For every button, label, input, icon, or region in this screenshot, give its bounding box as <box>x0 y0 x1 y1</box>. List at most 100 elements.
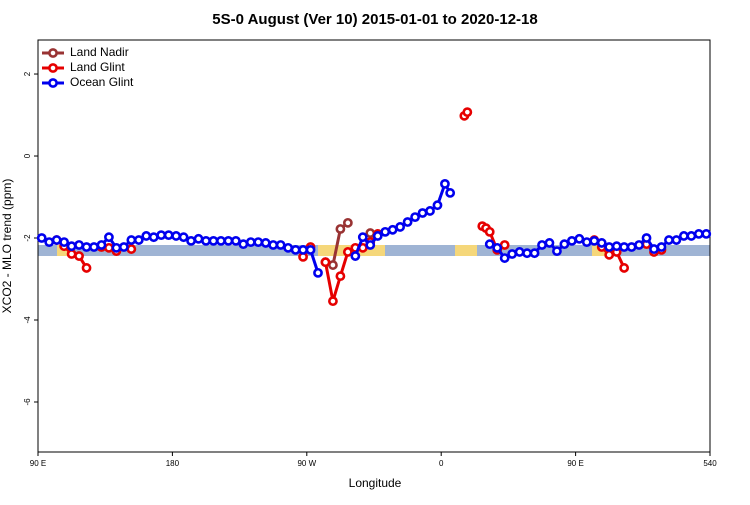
x-tick-label: 90 E <box>567 459 583 468</box>
point <box>499 253 510 263</box>
point <box>626 242 637 252</box>
legend-marker <box>48 48 58 58</box>
point <box>574 233 585 244</box>
point <box>305 244 316 255</box>
y-tick-label: 2 <box>23 71 32 76</box>
point <box>36 233 47 243</box>
point <box>163 230 174 241</box>
point <box>649 244 659 254</box>
point <box>223 235 234 246</box>
point <box>410 212 420 222</box>
point <box>118 242 129 252</box>
point <box>372 231 383 241</box>
point <box>193 233 204 244</box>
point <box>619 263 630 273</box>
point <box>335 271 346 282</box>
point <box>581 237 592 248</box>
legend-label: Ocean Glint <box>70 75 134 89</box>
point <box>111 242 122 253</box>
x-tick-label: 90 W <box>297 459 316 468</box>
point <box>320 257 331 268</box>
point <box>425 206 435 216</box>
point <box>126 235 137 245</box>
point <box>619 242 630 252</box>
point <box>66 241 77 252</box>
y-axis-label: XCO2 - MLO trend (ppm) <box>0 179 14 314</box>
point <box>238 239 249 250</box>
point <box>387 224 398 235</box>
y-tick-label: -6 <box>23 398 32 406</box>
point <box>522 248 532 259</box>
legend-label: Land Nadir <box>70 45 129 59</box>
point <box>641 233 652 243</box>
point <box>604 242 615 252</box>
point <box>544 238 555 248</box>
point <box>186 235 196 246</box>
point <box>417 208 428 218</box>
point <box>596 238 607 248</box>
point <box>462 107 473 118</box>
point <box>81 242 92 252</box>
point <box>201 235 211 246</box>
point <box>380 226 391 237</box>
point <box>104 242 114 253</box>
point <box>260 238 271 248</box>
point <box>492 242 503 253</box>
point <box>357 232 368 243</box>
point <box>313 267 323 278</box>
point <box>559 239 570 250</box>
point <box>484 226 495 237</box>
point <box>283 242 294 253</box>
point <box>342 217 353 228</box>
point <box>432 200 443 211</box>
series-line <box>41 180 707 274</box>
legend-label: Land Glint <box>70 60 125 74</box>
point <box>59 237 70 248</box>
point <box>499 240 510 250</box>
point <box>671 235 682 245</box>
point <box>335 224 346 234</box>
point <box>529 248 540 259</box>
plot-frame <box>37 39 711 453</box>
x-tick-label: 180 <box>166 459 180 468</box>
point <box>141 231 152 241</box>
series-line <box>55 111 662 302</box>
point <box>664 235 674 245</box>
point <box>402 217 413 227</box>
point <box>395 222 406 232</box>
point <box>290 244 301 255</box>
point <box>178 232 189 243</box>
point <box>230 235 241 246</box>
point <box>104 232 114 243</box>
point <box>156 230 167 241</box>
point <box>484 239 495 250</box>
point <box>216 235 226 246</box>
y-tick-label: -4 <box>23 316 32 324</box>
point <box>634 240 644 250</box>
point <box>253 237 264 248</box>
x-tick-label: 0 <box>439 459 444 468</box>
point <box>51 235 62 245</box>
point <box>126 244 137 254</box>
point <box>328 296 338 307</box>
point <box>365 228 376 238</box>
point <box>589 235 600 246</box>
point <box>171 231 182 241</box>
point <box>514 247 525 257</box>
point <box>66 249 77 259</box>
point <box>445 188 456 198</box>
point <box>89 242 99 252</box>
point <box>552 246 562 257</box>
point <box>148 232 159 243</box>
x-tick-label: 540 <box>703 459 717 468</box>
legend-marker <box>48 78 58 88</box>
point <box>701 229 712 239</box>
point <box>245 237 256 248</box>
point <box>604 249 615 260</box>
point <box>365 240 376 250</box>
point <box>656 242 667 252</box>
point <box>342 247 353 257</box>
point <box>74 251 84 261</box>
